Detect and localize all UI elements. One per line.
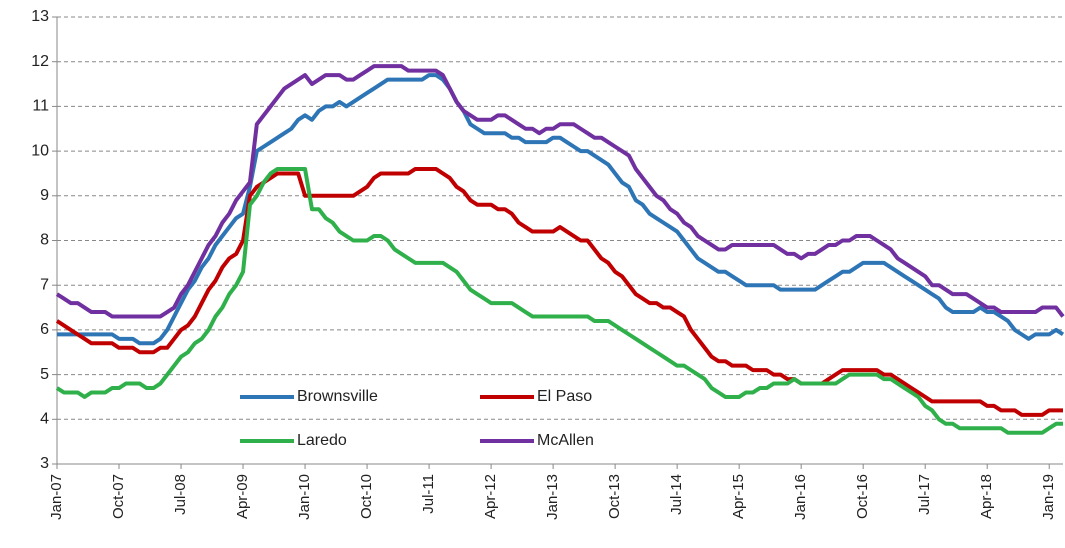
series-line: [55, 166, 1063, 417]
x-tick-label: Jul-14: [668, 474, 685, 515]
y-tick-label: 6: [40, 321, 49, 338]
x-tick-label: Apr-15: [730, 474, 747, 519]
series-line: [57, 73, 1065, 346]
y-tick-label: 12: [31, 53, 49, 70]
x-tick-label: Apr-12: [482, 474, 499, 519]
legend-label: McAllen: [537, 432, 594, 449]
x-tick-label: Apr-18: [978, 474, 995, 519]
x-tick-label: Oct-16: [854, 474, 871, 519]
x-tick-label: Oct-07: [110, 474, 127, 519]
x-tick-label: Jan-13: [544, 474, 561, 520]
legend-label: El Paso: [537, 388, 592, 405]
x-tick-label: Oct-13: [606, 474, 623, 519]
x-tick-label: Apr-09: [234, 474, 251, 519]
y-tick-label: 3: [40, 455, 49, 472]
legend-label: Brownsville: [297, 388, 378, 405]
x-tick-label: Jan-19: [1040, 474, 1057, 520]
x-tick-label: Jan-10: [296, 474, 313, 520]
x-tick-label: Jan-07: [48, 474, 65, 520]
series-line: [55, 166, 1063, 435]
x-tick-label: Oct-10: [358, 474, 375, 519]
x-tick-label: Jul-08: [172, 474, 189, 515]
y-tick-label: 7: [40, 276, 49, 293]
y-tick-label: 5: [40, 366, 49, 383]
x-tick-label: Jul-17: [916, 474, 933, 515]
x-tick-label: Jul-11: [420, 474, 437, 514]
y-tick-label: 9: [40, 187, 49, 204]
series-line: [55, 64, 1065, 319]
x-tick-label: Jan-16: [792, 474, 809, 520]
y-tick-label: 8: [40, 232, 49, 249]
y-tick-label: 4: [40, 411, 49, 428]
legend-label: Laredo: [297, 432, 347, 449]
y-tick-label: 11: [32, 98, 49, 115]
y-tick-label: 13: [31, 8, 49, 25]
y-tick-label: 10: [31, 142, 49, 159]
